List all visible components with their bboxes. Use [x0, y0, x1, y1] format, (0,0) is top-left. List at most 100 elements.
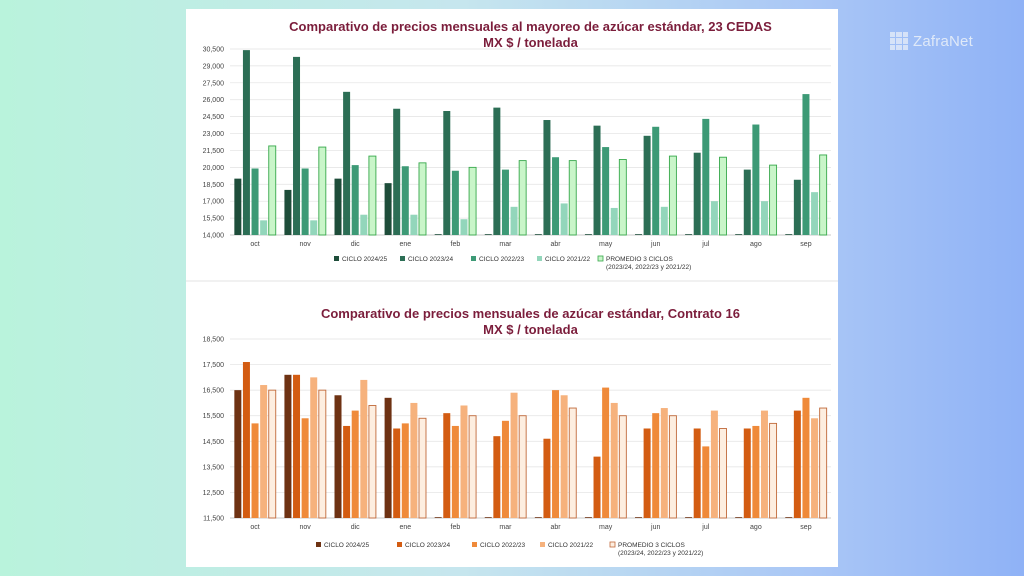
x-tick-label: may [599, 524, 613, 531]
bar-contrato16-feb-1 [443, 413, 451, 518]
x-tick-label: ago [750, 524, 762, 531]
bar-contrato16-ene-3 [410, 402, 418, 518]
y-tick-label: 18,500 [203, 337, 225, 344]
legend-label-line2: (2023/24, 2022/23 y 2021/22) [606, 264, 691, 271]
bar-cedas-mar-3 [510, 206, 518, 235]
legend-label: PROMEDIO 3 CICLOS [618, 542, 685, 549]
bar-contrato16-ene-1 [393, 428, 401, 518]
bar-contrato16-nov-4 [318, 389, 327, 519]
bar-cedas-jul-4 [719, 156, 727, 236]
x-tick-label: oct [250, 241, 259, 248]
bar-cedas-may-2 [602, 147, 610, 235]
bar-cedas-abr-2 [552, 157, 560, 235]
legend-label: CICLO 2023/24 [408, 256, 454, 263]
bar-cedas-feb-0 [434, 234, 442, 235]
charts-panel: Comparativo de precios mensuales al mayo… [186, 9, 838, 567]
bar-contrato16-oct-4 [268, 389, 277, 519]
bar-contrato16-sep-3 [811, 418, 819, 518]
bar-cedas-may-4 [618, 159, 627, 236]
bar-contrato16-ago-4 [769, 422, 778, 519]
y-tick-label: 18,500 [203, 182, 225, 189]
bar-cedas-oct-0 [234, 178, 242, 235]
bar-cedas-mar-2 [501, 169, 509, 235]
bar-contrato16-dic-0 [334, 395, 342, 518]
bar-cedas-jun-4 [668, 155, 677, 236]
bar-contrato16-sep-0 [785, 517, 793, 518]
bar-cedas-feb-2 [451, 170, 459, 235]
bar-contrato16-ago-2 [752, 425, 760, 518]
brand-name: ZafraNet [913, 32, 973, 50]
bar-cedas-mar-1 [493, 107, 501, 235]
bar-contrato16-jul-4 [719, 428, 727, 519]
bar-cedas-ago-4 [769, 164, 778, 236]
bar-cedas-abr-1 [543, 120, 551, 235]
bar-contrato16-mar-0 [484, 517, 492, 518]
bar-cedas-sep-4 [819, 154, 828, 236]
y-tick-label: 23,000 [203, 131, 225, 138]
bar-contrato16-jul-2 [702, 446, 710, 518]
y-tick-label: 17,000 [203, 199, 225, 206]
legend-label: CICLO 2021/22 [545, 256, 591, 263]
bar-cedas-sep-3 [811, 192, 819, 235]
bar-contrato16-oct-0 [234, 390, 242, 518]
legend-label: CICLO 2024/25 [324, 542, 370, 549]
x-tick-label: jul [701, 524, 709, 531]
legend-label: CICLO 2023/24 [405, 542, 451, 549]
legend-swatch [471, 256, 476, 261]
bar-contrato16-nov-3 [310, 377, 318, 518]
legend-swatch [334, 256, 339, 261]
bar-contrato16-sep-1 [793, 410, 801, 518]
bar-contrato16-may-4 [618, 415, 627, 519]
bar-cedas-nov-2 [301, 168, 309, 235]
x-tick-label: jul [701, 241, 709, 248]
bar-cedas-dic-1 [343, 91, 351, 235]
x-tick-label: oct [250, 524, 259, 531]
bar-cedas-dic-2 [351, 165, 359, 235]
bar-contrato16-ene-2 [401, 423, 409, 518]
bar-contrato16-ago-3 [760, 410, 768, 518]
bar-contrato16-ago-1 [743, 428, 751, 518]
bar-cedas-nov-4 [318, 146, 327, 236]
chart-subtitle-cedas: MX $ / tonelada [483, 35, 578, 50]
legend-swatch [397, 542, 402, 547]
bar-cedas-may-1 [593, 125, 601, 235]
legend-swatch [597, 255, 604, 262]
bar-contrato16-may-0 [584, 517, 592, 518]
bar-cedas-dic-4 [368, 155, 377, 236]
legend-swatch [472, 542, 477, 547]
bar-contrato16-ago-0 [735, 517, 743, 518]
bar-cedas-jun-3 [660, 206, 668, 235]
y-tick-label: 13,500 [203, 464, 225, 471]
bar-cedas-feb-1 [443, 111, 451, 235]
bar-cedas-oct-3 [260, 220, 268, 235]
bar-cedas-ene-4 [418, 162, 427, 236]
bar-contrato16-jun-2 [652, 413, 660, 518]
x-tick-label: nov [299, 524, 311, 531]
x-tick-label: mar [499, 524, 512, 531]
legend-swatch [400, 256, 405, 261]
bar-contrato16-dic-2 [351, 410, 359, 518]
y-tick-label: 11,500 [203, 516, 224, 523]
bar-contrato16-nov-0 [284, 374, 292, 518]
bar-cedas-ene-3 [410, 214, 418, 235]
bar-cedas-jul-3 [710, 201, 718, 235]
legend-label-line2: (2023/24, 2022/23 y 2021/22) [618, 550, 703, 557]
bar-contrato16-feb-2 [451, 425, 459, 518]
chart-title-contrato16: Comparativo de precios mensuales de azúc… [321, 306, 740, 321]
bar-contrato16-mar-2 [501, 420, 509, 518]
bar-cedas-sep-1 [793, 179, 801, 235]
bar-contrato16-dic-1 [343, 425, 351, 518]
bar-cedas-abr-0 [534, 234, 542, 235]
x-tick-label: ene [399, 241, 411, 248]
bar-contrato16-abr-3 [560, 395, 568, 518]
bar-cedas-jul-0 [685, 234, 693, 235]
x-tick-label: feb [451, 524, 461, 531]
x-tick-label: mar [499, 241, 512, 248]
bar-contrato16-sep-2 [802, 397, 810, 518]
grid-logo-icon [890, 32, 908, 50]
bar-contrato16-dic-4 [368, 405, 377, 519]
brand-logo: ZafraNet [890, 30, 1000, 52]
bar-contrato16-jun-4 [668, 415, 677, 519]
bar-contrato16-may-1 [593, 456, 601, 518]
legend-label: CICLO 2022/23 [479, 256, 525, 263]
